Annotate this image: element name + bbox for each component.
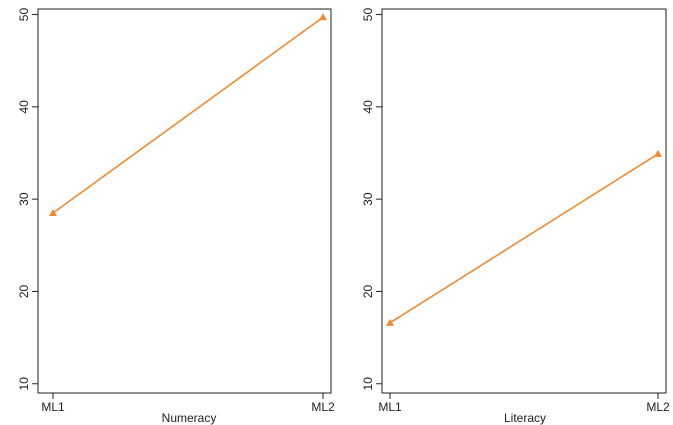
series-line	[389, 153, 659, 324]
chart-panel-2: 10 20 30 40 50 ML1 ML2 Literacy	[361, 8, 670, 425]
plot-frame	[381, 8, 667, 394]
chart-panel-1: 10 20 30 40 50 ML1 ML2 Numeracy	[17, 8, 335, 425]
x-tick-label: ML2	[646, 400, 670, 414]
data-point-marker	[386, 318, 394, 326]
y-tick-label: 20	[17, 284, 31, 298]
y-tick-label: 10	[17, 377, 31, 391]
y-tick-label: 40	[361, 100, 375, 114]
x-tick-label: ML1	[41, 400, 65, 414]
data-point-marker	[49, 209, 57, 216]
x-axis-label: Literacy	[504, 411, 546, 425]
data-point-marker	[319, 13, 327, 21]
y-tick-label: 20	[361, 284, 375, 298]
plot-frame	[37, 8, 332, 394]
y-tick-label: 50	[17, 8, 31, 22]
x-tick-label: ML2	[311, 400, 335, 414]
y-tick-label: 10	[361, 377, 375, 391]
y-tick-label: 30	[17, 192, 31, 206]
y-tick-label: 50	[361, 8, 375, 22]
y-tick-label: 30	[361, 192, 375, 206]
x-axis-label: Numeracy	[162, 411, 217, 425]
series-line	[52, 16, 324, 214]
y-tick-label: 40	[17, 100, 31, 114]
x-tick-label: ML1	[378, 400, 402, 414]
data-point-marker	[654, 149, 662, 157]
